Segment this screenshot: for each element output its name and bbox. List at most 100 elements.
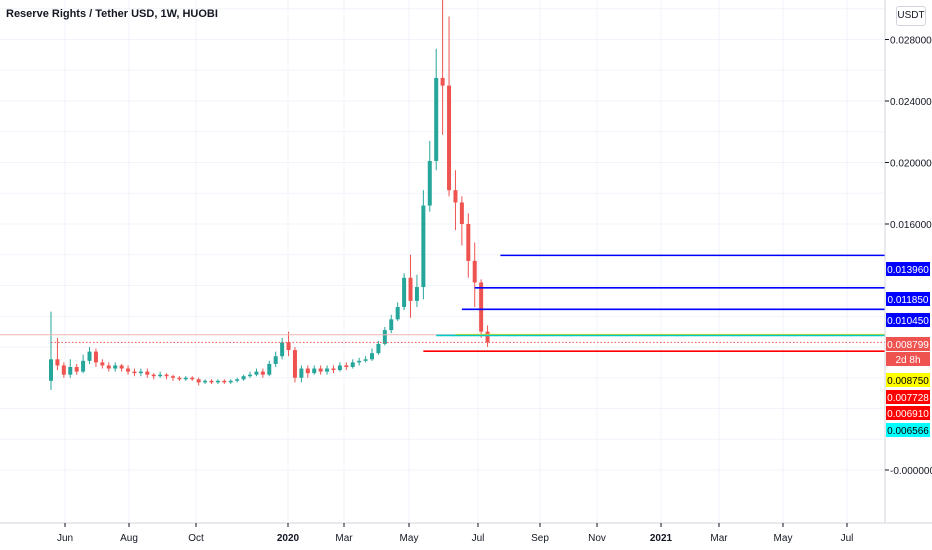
candle-body	[196, 379, 201, 383]
price-tag-label: 2d 8h	[895, 355, 920, 366]
candle-body	[190, 377, 195, 380]
candle-body	[113, 365, 118, 369]
price-tag	[886, 423, 930, 437]
candle-body	[183, 377, 188, 380]
price-tag	[886, 337, 930, 351]
candle-body	[337, 365, 342, 371]
candle-body	[132, 371, 137, 374]
candle-body	[318, 368, 323, 372]
candle-body	[267, 363, 272, 375]
price-tag	[886, 313, 930, 327]
time-tick-label: May	[400, 533, 419, 544]
candle-body	[382, 330, 387, 344]
candle-body	[376, 343, 381, 354]
candle-body	[87, 351, 92, 361]
candle-body	[408, 277, 413, 301]
candle-body	[177, 377, 182, 380]
price-tag-label: 0.008750	[887, 376, 929, 387]
candle-body	[363, 359, 368, 361]
price-tag-label: 0.007728	[887, 393, 929, 404]
candle-body	[170, 376, 175, 378]
candle-body	[228, 380, 233, 383]
time-tick-label: Sep	[531, 533, 549, 544]
price-tag	[886, 390, 930, 404]
price-tag	[886, 406, 930, 420]
candle-body	[459, 202, 464, 224]
candle-body	[151, 374, 156, 377]
time-tick-label: Jun	[57, 533, 73, 544]
candle-body	[209, 380, 214, 383]
price-tick-label: 0.024000	[890, 97, 932, 108]
candle-body	[440, 77, 445, 86]
time-tick-label: Aug	[120, 533, 138, 544]
price-axis[interactable]: -0.000000 0.016000 0.020000 0.024000 0.02800…	[885, 36, 932, 478]
candle-body	[472, 260, 477, 283]
candle-body	[357, 360, 362, 363]
candlestick-series	[49, 0, 490, 391]
candle-body	[248, 374, 253, 377]
candle-body	[305, 368, 310, 374]
horizontal-levels[interactable]	[0, 254, 885, 352]
candle-body	[260, 371, 265, 375]
chart-title: Reserve Rights / Tether USD, 1W, HUOBI	[6, 8, 218, 20]
candle-body	[158, 374, 163, 377]
candle-body	[106, 365, 111, 369]
candle-body	[138, 371, 143, 374]
currency-unit-button[interactable]: USDT	[896, 6, 926, 26]
candle-body	[312, 368, 317, 374]
candle-body	[344, 365, 349, 367]
price-tag	[886, 373, 930, 387]
price-tag-label: 0.006910	[887, 409, 929, 420]
time-tick-label: 2020	[277, 533, 300, 544]
candle-body	[203, 380, 208, 383]
candle-body	[447, 85, 452, 191]
candle-body	[485, 331, 490, 343]
time-tick-label: Mar	[710, 533, 728, 544]
candle-body	[55, 359, 60, 366]
time-tick-label: May	[774, 533, 793, 544]
candle-body	[350, 362, 355, 367]
candle-body	[49, 359, 53, 381]
candle-body	[254, 371, 259, 375]
candle-body	[145, 371, 150, 375]
price-tick-label: 0.028000	[890, 36, 932, 47]
candle-body	[126, 368, 131, 372]
candle-body	[370, 353, 374, 360]
candle-body	[241, 376, 246, 380]
candle-body	[414, 287, 419, 301]
price-axis-labels: 0.013960 0.011850 0.010450 0.008799 2d 8h 0.0…	[886, 262, 930, 437]
candle-body	[81, 360, 86, 372]
price-tick-label: 0.016000	[890, 220, 932, 231]
price-tag	[886, 262, 930, 276]
candle-body	[331, 368, 336, 371]
price-tag-label: 0.011850	[888, 295, 929, 306]
price-tick-label: -0.000000	[890, 466, 932, 477]
candle-body	[222, 380, 227, 383]
candle-body	[434, 77, 439, 161]
price-tag-label: 0.013960	[887, 265, 929, 276]
candle-body	[93, 351, 98, 363]
time-tick-label: Mar	[335, 533, 353, 544]
candle-body	[421, 205, 426, 288]
candle-body	[292, 350, 297, 378]
candle-body	[402, 277, 407, 308]
candle-body	[427, 160, 432, 206]
time-tick-label: Oct	[188, 533, 204, 544]
candle-body	[299, 368, 304, 378]
candle-body	[68, 366, 73, 375]
time-tick-label: 2021	[650, 533, 673, 544]
time-tick-label: Jul	[841, 533, 854, 544]
candle-body	[235, 379, 240, 381]
candle-body	[164, 374, 169, 377]
candle-body	[453, 190, 458, 203]
candle-body	[100, 362, 105, 366]
candle-body	[61, 365, 66, 375]
candle-body	[479, 282, 484, 332]
candle-body	[395, 307, 400, 320]
candle-body	[280, 342, 285, 357]
time-axis[interactable]: Jun Aug Oct 2020 Mar May Jul Sep Nov 2021 Mar May Ju…	[57, 523, 853, 544]
candle-body	[286, 342, 291, 351]
price-tag-label: 0.006566	[887, 426, 929, 437]
price-tag	[886, 292, 930, 306]
